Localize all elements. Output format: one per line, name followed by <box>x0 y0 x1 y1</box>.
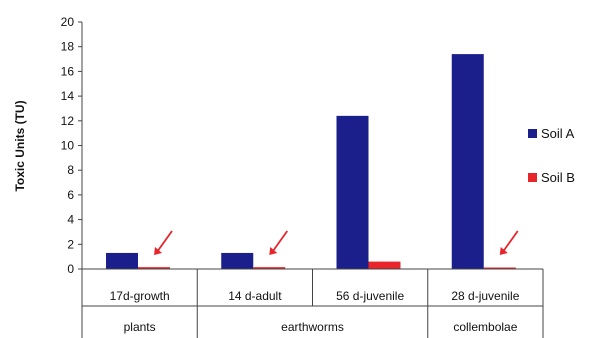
arrow-annotation <box>499 230 519 255</box>
y-tick-label: 8 <box>67 163 74 177</box>
x-group-label: earthworms <box>281 320 344 334</box>
y-axis-label: Toxic Units (TU) <box>13 100 27 191</box>
bars <box>106 54 516 269</box>
bar-soil-b <box>483 267 516 269</box>
legend-swatch <box>528 173 537 182</box>
bar-soil-a <box>221 252 254 269</box>
bar-soil-b <box>138 267 170 269</box>
y-tick-label: 14 <box>61 89 75 103</box>
x-category-label: 56 d-juvenile <box>336 289 404 303</box>
y-tick-label: 6 <box>67 188 74 202</box>
legend-label: Soil A <box>541 126 575 141</box>
y-tick-label: 12 <box>61 114 75 128</box>
legend-swatch <box>528 129 537 138</box>
x-axis: 17d-growth 14 d-adult 56 d-juvenile 28 d-ju… <box>81 268 544 338</box>
y-axis: 0 2 4 6 8 10 12 14 16 18 20 <box>61 15 83 276</box>
x-group-label: plants <box>124 320 156 334</box>
x-category-label: 17d-growth <box>110 289 170 303</box>
arrow-annotation <box>269 230 288 255</box>
legend-label: Soil B <box>541 170 575 185</box>
legend-entry: Soil A <box>528 126 575 141</box>
arrows <box>154 230 519 255</box>
bar-soil-b <box>253 267 286 269</box>
bar-soil-a <box>451 54 484 269</box>
y-tick-label: 20 <box>61 15 75 29</box>
y-tick-label: 18 <box>61 40 75 54</box>
x-group-label: collembolae <box>453 320 517 334</box>
bar-soil-a <box>106 252 138 269</box>
x-category-label: 28 d-juvenile <box>451 289 519 303</box>
bar-soil-a <box>336 115 369 269</box>
x-category-label: 14 d-adult <box>228 289 282 303</box>
arrow-annotation <box>154 230 173 255</box>
y-tick-label: 0 <box>67 262 74 276</box>
bar-soil-b <box>368 261 401 269</box>
y-tick-label: 4 <box>67 213 74 227</box>
y-tick-label: 16 <box>61 64 75 78</box>
legend-entry: Soil B <box>528 170 575 185</box>
legend: Soil A Soil B <box>528 126 575 185</box>
y-tick-label: 2 <box>67 237 74 251</box>
y-tick-label: 10 <box>61 139 75 153</box>
